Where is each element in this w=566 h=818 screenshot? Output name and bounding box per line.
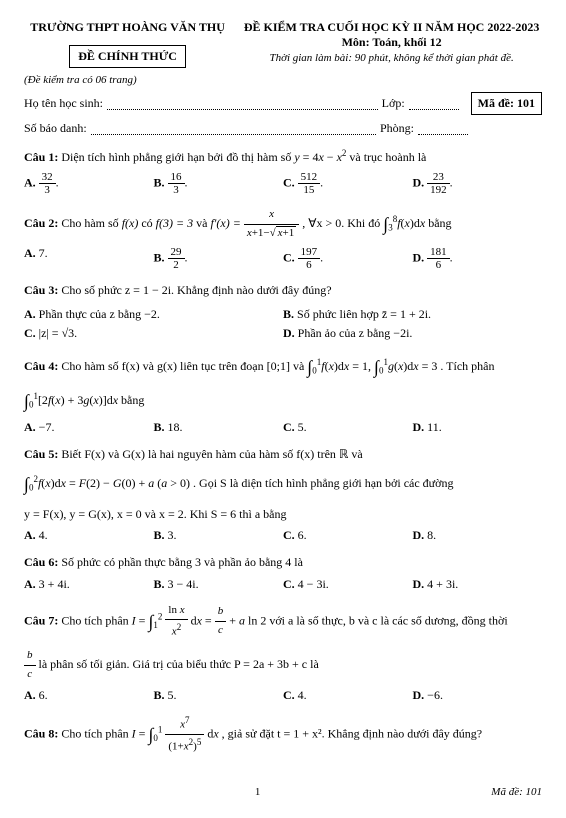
q1-D: D. 23192. [413, 171, 543, 196]
pages-note: (Đề kiểm tra có 06 trang) [24, 74, 542, 86]
q4-C: C. 5. [283, 420, 413, 435]
name-label: Họ tên học sinh: [24, 96, 103, 111]
q4-D: D. 11. [413, 420, 543, 435]
q8-label: Câu 8: [24, 726, 58, 740]
q4-integral-line: ∫01[2f(x) + 3g(x)]dx bằng [24, 387, 542, 416]
exam-code-box: Mã đề: 101 [471, 92, 542, 115]
q2-C: C. 1976. [283, 246, 413, 271]
q1-text-a: Diện tích hình phẳng giới hạn bởi đồ thị… [61, 150, 294, 164]
q5-options: A. 4. B. 3. C. 6. D. 8. [24, 528, 542, 543]
q2-label: Câu 2: [24, 216, 58, 230]
q5-line3: y = F(x), y = G(x), x = 0 và x = 2. Khi … [24, 505, 542, 524]
q6-B: B. 3 − 4i. [154, 577, 284, 592]
q3-D: D. Phần ảo của z bằng −2i. [283, 324, 542, 343]
q1-text-b: và trục hoành là [349, 150, 426, 164]
question-8: Câu 8: Cho tích phân I = ∫01 x7(1+x2)5 d… [24, 713, 542, 757]
q7-B: B. 5. [154, 688, 284, 703]
q1-A: A. 323. [24, 171, 154, 196]
q1-formula: y = 4x − x2 [294, 150, 346, 164]
q5-D: D. 8. [413, 528, 543, 543]
q4-int2: ∫01g(x)dx = 3 [374, 359, 437, 373]
q4-int1: ∫01f(x)dx = 1 [307, 359, 368, 373]
footer-code: Mã đề: 101 [491, 786, 542, 798]
id-label: Số báo danh: [24, 121, 87, 136]
q2-options: A. 7. B. 292. C. 1976. D. 1816. [24, 246, 542, 271]
q7-D: D. −6. [413, 688, 543, 703]
official-box: ĐỀ CHÍNH THỨC [69, 45, 186, 68]
id-dotted [91, 123, 376, 135]
q5-C: C. 6. [283, 528, 413, 543]
q4-label: Câu 4: [24, 359, 58, 373]
timing: Thời gian làm bài: 90 phút, không kể thờ… [241, 52, 542, 64]
room-dotted [418, 123, 468, 135]
q2-B: B. 292. [154, 246, 284, 271]
question-7: Câu 7: Cho tích phân I = ∫12 ln xx2 dx =… [24, 602, 542, 642]
student-name-row: Họ tên học sinh: Lớp: Mã đề: 101 [24, 92, 542, 115]
question-4: Câu 4: Cho hàm số f(x) và g(x) liên tục … [24, 353, 542, 382]
room-label: Phòng: [380, 121, 414, 136]
question-3: Câu 3: Cho số phức z = 1 − 2i. Khẳng địn… [24, 281, 542, 300]
q6-options: A. 3 + 4i. B. 3 − 4i. C. 4 − 3i. D. 4 + … [24, 577, 542, 592]
q2-D: D. 1816. [413, 246, 543, 271]
q1-B: B. 163. [154, 171, 284, 196]
q4-options: A. −7. B. 18. C. 5. D. 11. [24, 420, 542, 435]
q3-label: Câu 3: [24, 283, 58, 297]
q4-A: A. −7. [24, 420, 154, 435]
q1-C: C. 51215. [283, 171, 413, 196]
q2-integral: ∫38f(x)dx [383, 216, 425, 230]
q6-A: A. 3 + 4i. [24, 577, 154, 592]
header: TRƯỜNG THPT HOÀNG VĂN THỤ ĐỀ CHÍNH THỨC … [24, 20, 542, 68]
footer: 1 Mã đề: 101 [24, 786, 542, 798]
q1-label: Câu 1: [24, 150, 58, 164]
school-name: TRƯỜNG THPT HOÀNG VĂN THỤ [24, 20, 231, 35]
q1-options: A. 323. B. 163. C. 51215. D. 23192. [24, 171, 542, 196]
q7-options: A. 6. B. 5. C. 4. D. −6. [24, 688, 542, 703]
class-dotted [409, 98, 459, 110]
q7-A: A. 6. [24, 688, 154, 703]
q7-C: C. 4. [283, 688, 413, 703]
q6-C: C. 4 − 3i. [283, 577, 413, 592]
q3-B: B. Số phức liên hợp z̄ = 1 + 2i. [283, 305, 542, 324]
question-2: Câu 2: Cho hàm số f(x) có f(3) = 3 và f′… [24, 206, 542, 242]
q6-D: D. 4 + 3i. [413, 577, 543, 592]
q3-C: C. |z| = √3. [24, 324, 283, 343]
q7-line2: bc là phân số tối giản. Giá trị của biểu… [24, 647, 542, 683]
q4-B: B. 18. [154, 420, 284, 435]
question-6: Câu 6: Số phức có phần thực bằng 3 và ph… [24, 553, 542, 572]
header-left: TRƯỜNG THPT HOÀNG VĂN THỤ ĐỀ CHÍNH THỨC [24, 20, 231, 68]
q6-label: Câu 6: [24, 555, 58, 569]
q3-options: A. Phần thực của z bằng −2. B. Số phức l… [24, 305, 542, 343]
question-5: Câu 5: Biết F(x) và G(x) là hai nguyên h… [24, 445, 542, 464]
class-label: Lớp: [382, 96, 405, 111]
header-right: ĐỀ KIỂM TRA CUỐI HỌC KỲ II NĂM HỌC 2022-… [241, 20, 542, 68]
q2-frac: xx+1−√x+1 [244, 206, 299, 242]
q2-A: A. 7. [24, 246, 154, 271]
q5-B: B. 3. [154, 528, 284, 543]
exam-title: ĐỀ KIỂM TRA CUỐI HỌC KỲ II NĂM HỌC 2022-… [241, 20, 542, 35]
q5-label: Câu 5: [24, 447, 58, 461]
q5-A: A. 4. [24, 528, 154, 543]
q3-A: A. Phần thực của z bằng −2. [24, 305, 283, 324]
q5-integral: ∫02f(x)dx = F(2) − G(0) + a (a > 0) . Gọ… [24, 470, 542, 499]
subject: Môn: Toán, khối 12 [241, 35, 542, 50]
question-1: Câu 1: Diện tích hình phẳng giới hạn bởi… [24, 146, 542, 167]
student-id-row: Số báo danh: Phòng: [24, 121, 542, 136]
q7-label: Câu 7: [24, 613, 58, 627]
name-dotted [107, 98, 378, 110]
page-number: 1 [255, 786, 261, 798]
